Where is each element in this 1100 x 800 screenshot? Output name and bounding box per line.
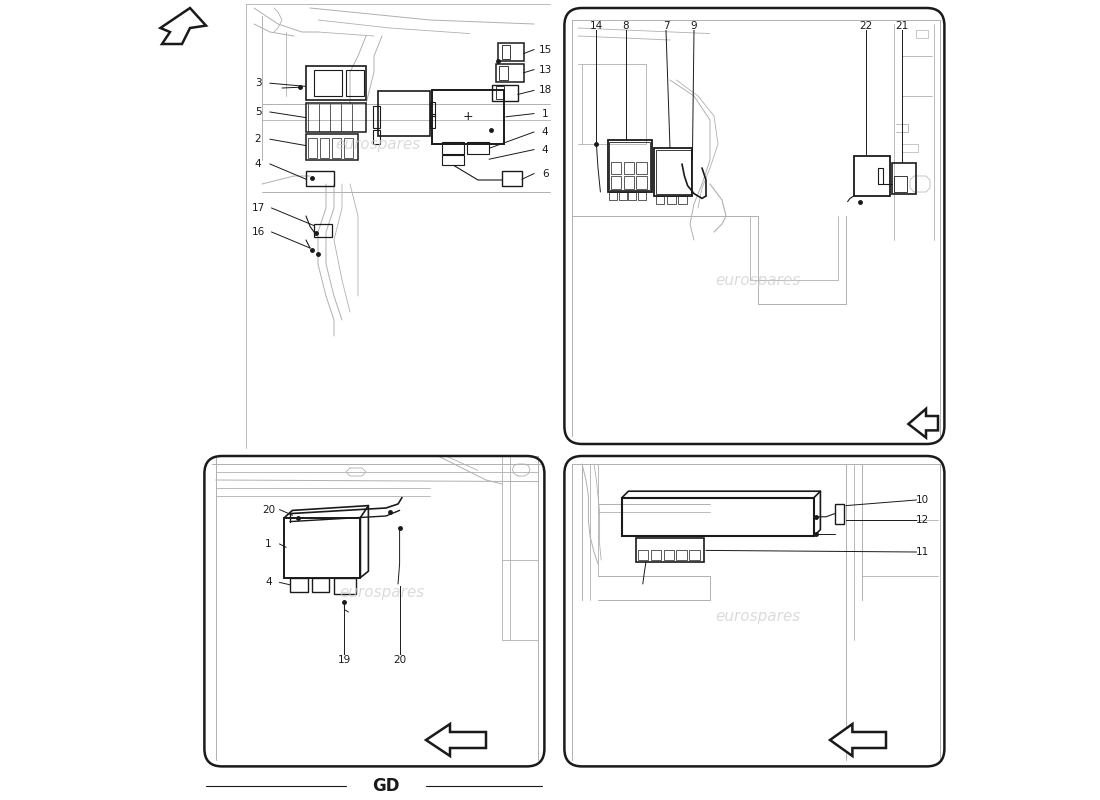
Bar <box>343 138 353 158</box>
Text: 2: 2 <box>255 134 262 144</box>
Polygon shape <box>161 8 206 44</box>
Polygon shape <box>909 409 938 438</box>
Bar <box>628 192 637 200</box>
Text: 4: 4 <box>255 159 262 169</box>
Text: 17: 17 <box>252 203 265 213</box>
Text: 10: 10 <box>915 495 928 505</box>
Bar <box>610 162 621 174</box>
Bar <box>656 150 691 194</box>
Text: 6: 6 <box>542 169 549 178</box>
Text: 14: 14 <box>590 21 603 30</box>
Bar <box>498 66 508 80</box>
Bar <box>373 130 380 144</box>
Bar <box>306 134 358 160</box>
Text: 7: 7 <box>662 21 669 30</box>
Bar <box>654 148 692 196</box>
Bar <box>638 192 646 200</box>
Bar <box>690 550 700 560</box>
Bar <box>331 138 341 158</box>
Bar <box>432 90 505 144</box>
Bar <box>442 142 464 154</box>
Bar <box>894 176 906 192</box>
Text: 11: 11 <box>915 547 928 557</box>
Bar <box>676 550 686 560</box>
Text: +: + <box>463 110 474 123</box>
Bar <box>430 114 434 128</box>
Bar <box>609 142 650 190</box>
Bar <box>378 91 430 136</box>
Bar <box>624 176 634 189</box>
Text: eurospares: eurospares <box>715 609 801 623</box>
Text: 18: 18 <box>539 86 552 95</box>
Polygon shape <box>830 724 886 756</box>
Bar <box>502 45 510 59</box>
Bar <box>496 64 524 82</box>
Bar <box>346 70 364 96</box>
Bar <box>667 196 675 204</box>
Bar <box>311 578 329 592</box>
Bar <box>308 138 317 158</box>
Bar <box>430 102 434 116</box>
Text: eurospares: eurospares <box>715 273 801 287</box>
Bar <box>624 162 634 174</box>
Polygon shape <box>426 724 486 756</box>
Text: eurospares: eurospares <box>340 585 425 599</box>
Bar <box>835 504 845 524</box>
Bar <box>637 176 647 189</box>
Bar <box>442 155 464 165</box>
Bar <box>638 550 648 560</box>
Text: 1: 1 <box>265 539 272 549</box>
Text: 20: 20 <box>393 655 406 665</box>
Bar <box>334 578 356 594</box>
Bar <box>306 171 334 186</box>
Bar <box>621 498 814 536</box>
Bar <box>609 192 617 200</box>
Bar <box>498 43 524 61</box>
Text: 20: 20 <box>262 505 275 514</box>
Text: 12: 12 <box>915 515 928 525</box>
Bar <box>656 196 664 204</box>
Text: 9: 9 <box>691 21 697 30</box>
Text: 3: 3 <box>255 78 262 88</box>
Text: eurospares: eurospares <box>336 137 420 151</box>
Bar <box>320 138 329 158</box>
Bar <box>854 156 890 196</box>
Bar <box>306 66 366 100</box>
Text: 16: 16 <box>252 227 265 237</box>
Bar <box>306 103 366 132</box>
Bar <box>285 518 361 578</box>
Bar <box>493 85 518 101</box>
Text: 13: 13 <box>539 65 552 74</box>
Text: 1: 1 <box>542 109 549 118</box>
Text: 8: 8 <box>623 21 629 30</box>
Text: 22: 22 <box>859 21 872 30</box>
Bar <box>637 538 704 562</box>
Text: 4: 4 <box>542 145 549 154</box>
Bar <box>892 163 916 194</box>
Text: 15: 15 <box>539 45 552 54</box>
Text: 21: 21 <box>895 21 909 30</box>
Bar <box>466 142 490 154</box>
Bar <box>373 106 380 128</box>
Bar <box>678 196 686 204</box>
Bar <box>496 86 504 99</box>
Text: 19: 19 <box>338 655 351 665</box>
Bar <box>290 578 308 592</box>
Bar <box>314 70 342 96</box>
Bar <box>663 550 674 560</box>
Bar <box>651 550 661 560</box>
Bar <box>607 140 651 192</box>
Text: 5: 5 <box>255 107 262 117</box>
Bar <box>637 162 647 174</box>
Bar <box>610 176 621 189</box>
Text: GD: GD <box>372 777 399 794</box>
Bar <box>502 171 522 186</box>
Bar <box>314 224 331 237</box>
Bar <box>619 192 627 200</box>
Bar <box>916 30 928 38</box>
Text: 4: 4 <box>542 127 549 137</box>
Text: 4: 4 <box>265 578 272 587</box>
